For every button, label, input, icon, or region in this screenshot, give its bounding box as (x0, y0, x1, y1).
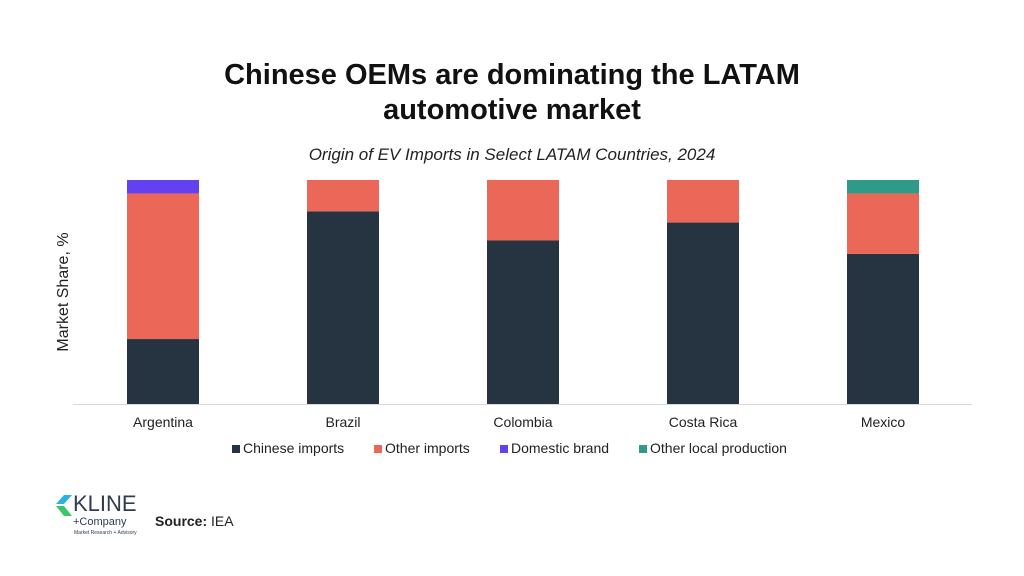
chart-subtitle: Origin of EV Imports in Select LATAM Cou… (308, 145, 716, 164)
source-note: Source: IEA (155, 513, 234, 529)
logo-sub: +Company (73, 516, 127, 528)
bar-chinese-imports-argentina (127, 339, 199, 404)
title-line-2: automotive market (383, 94, 641, 126)
legend-swatch-0 (232, 445, 240, 453)
title-line-1: Chinese OEMs are dominating the LATAM (224, 59, 800, 91)
legend-label: Chinese imports (243, 440, 344, 456)
bar-other-imports-colombia (487, 180, 559, 241)
bar-domestic-brand-argentina (127, 180, 199, 194)
bar-chinese-imports-colombia (487, 240, 559, 404)
x-tick-label: Mexico (861, 414, 906, 430)
legend-label: Domestic brand (511, 440, 609, 456)
bar-chinese-imports-brazil (307, 211, 379, 404)
legend-label: Other imports (385, 440, 470, 456)
bar-other-local-production-mexico (847, 180, 919, 194)
bar-other-imports-mexico (847, 193, 919, 254)
logo-text: KLINE (73, 491, 137, 516)
legend-swatch-2 (500, 445, 508, 453)
source-value: IEA (211, 513, 234, 529)
chart-title: Chinese OEMs are dominating the LATAM au… (0, 58, 1024, 128)
bar-other-imports-argentina (127, 193, 199, 340)
legend-label: Other local production (650, 440, 787, 456)
x-tick-label: Argentina (133, 414, 193, 430)
source-label: Source: (155, 513, 208, 529)
bar-chinese-imports-costa-rica (667, 222, 739, 404)
legend-swatch-3 (639, 445, 647, 453)
logo-mark-icon (56, 495, 72, 516)
bar-chinese-imports-mexico (847, 253, 919, 404)
legend-swatch-1 (374, 445, 382, 453)
bar-other-imports-costa-rica (667, 180, 739, 223)
kline-logo: KLINE +Company Market Research + Advisor… (56, 493, 148, 537)
logo-tagline: Market Research + Advisory (74, 530, 137, 536)
bar-other-imports-brazil (307, 180, 379, 212)
x-tick-label: Costa Rica (669, 414, 738, 430)
x-tick-label: Colombia (493, 414, 552, 430)
y-axis-label: Market Share, % (55, 232, 72, 351)
x-tick-label: Brazil (325, 414, 360, 430)
